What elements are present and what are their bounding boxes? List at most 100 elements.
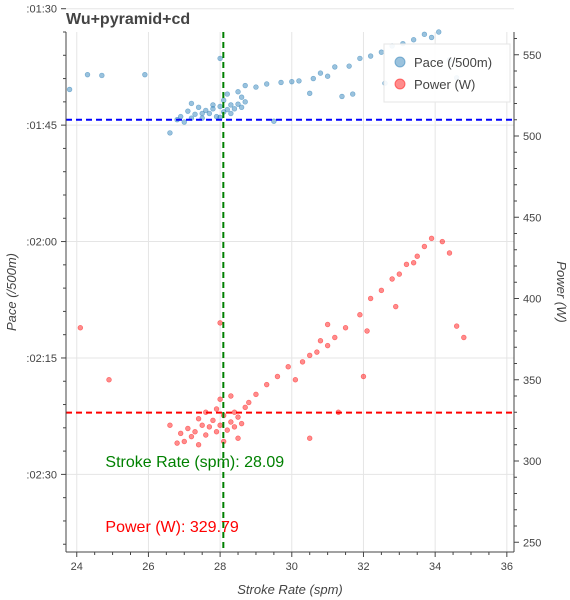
y-right-tick-label: 500 (523, 131, 541, 143)
data-point (246, 399, 252, 406)
data-point (314, 349, 320, 355)
data-point (274, 373, 281, 380)
data-point (324, 342, 331, 349)
data-point (396, 271, 403, 277)
legend-label: Power (W) (414, 77, 475, 92)
data-point (228, 110, 234, 117)
data-point (271, 118, 277, 124)
x-tick-label: 24 (71, 561, 83, 573)
data-point (235, 89, 241, 95)
data-point (357, 312, 363, 318)
data-point (264, 81, 270, 87)
data-point (217, 422, 223, 428)
y-left-tick-label: :02:00 (26, 237, 57, 249)
data-point (188, 433, 195, 440)
data-point (224, 91, 230, 97)
legend-marker (394, 78, 406, 90)
data-point (210, 417, 216, 424)
data-point (188, 100, 195, 107)
data-point (203, 432, 209, 438)
data-point (192, 429, 198, 435)
data-point (210, 102, 216, 108)
data-point (174, 440, 180, 446)
legend-box (383, 43, 511, 103)
data-point (192, 111, 198, 117)
y-left-tick-label: :02:15 (26, 353, 57, 365)
data-point (357, 55, 363, 62)
data-point (317, 70, 324, 76)
data-point (253, 84, 259, 90)
data-point (213, 406, 220, 412)
data-point (206, 424, 213, 430)
data-point (238, 94, 245, 100)
annotation-text: Stroke Rate (spm): 28.09 (105, 454, 284, 471)
data-points (66, 29, 467, 448)
axes: 24 26 28 30 32 34 36:01:30:01:45:02:00:02:15:0… (26, 4, 541, 573)
data-point (235, 414, 241, 420)
data-point (77, 325, 84, 331)
data-point (195, 416, 202, 422)
data-point (99, 72, 105, 79)
data-point (217, 103, 223, 110)
data-point (228, 393, 234, 399)
data-point (224, 427, 230, 433)
data-point (177, 113, 184, 120)
data-point (410, 37, 417, 43)
data-point (346, 63, 352, 69)
data-point (285, 364, 291, 370)
data-point (339, 93, 345, 100)
y-right-tick-label: 300 (523, 456, 541, 468)
data-point (84, 71, 91, 78)
y-right-tick-label: 350 (523, 375, 541, 387)
data-point (296, 78, 302, 84)
data-point (324, 321, 331, 328)
data-point (242, 99, 248, 105)
data-point (428, 235, 435, 242)
data-point (289, 78, 295, 85)
data-point (181, 438, 187, 445)
x-axis-label: Stroke Rate (spm) (237, 582, 342, 597)
data-point (238, 104, 245, 110)
data-point (235, 101, 241, 107)
y-right-tick-label: 450 (523, 212, 541, 224)
data-point (199, 422, 205, 428)
data-point (414, 253, 420, 259)
data-point (203, 107, 209, 114)
data-point (421, 243, 428, 250)
data-point (177, 430, 184, 437)
data-point (299, 359, 306, 365)
data-point (389, 276, 395, 282)
data-point (220, 97, 227, 103)
data-point (185, 425, 191, 432)
data-point (364, 328, 370, 334)
data-point (231, 424, 238, 430)
data-point (238, 420, 245, 427)
data-point (278, 79, 284, 86)
y-left-tick-label: :01:45 (26, 120, 57, 132)
data-point (242, 404, 248, 411)
data-point (224, 106, 230, 113)
data-point (264, 381, 270, 388)
data-point (332, 334, 338, 341)
data-point (167, 130, 173, 136)
data-point (228, 419, 234, 425)
data-point (439, 238, 446, 245)
data-point (307, 352, 313, 359)
y-left-tick-label: :01:30 (26, 4, 57, 16)
data-point (210, 106, 216, 112)
data-point (307, 90, 313, 97)
y-right-tick-label: 400 (523, 294, 541, 306)
x-tick-label: 34 (429, 561, 441, 573)
data-point (324, 73, 331, 79)
data-point (421, 31, 428, 38)
x-tick-label: 36 (501, 561, 513, 573)
data-point (367, 53, 374, 59)
plot-frame (66, 32, 514, 552)
reference-lines (66, 32, 514, 552)
grid (66, 8, 514, 552)
y-right-tick-label: 550 (523, 50, 541, 62)
data-point (317, 338, 324, 344)
x-tick-label: 26 (142, 561, 154, 573)
legend-label: Pace (/500m) (414, 55, 492, 70)
data-point (217, 320, 223, 326)
